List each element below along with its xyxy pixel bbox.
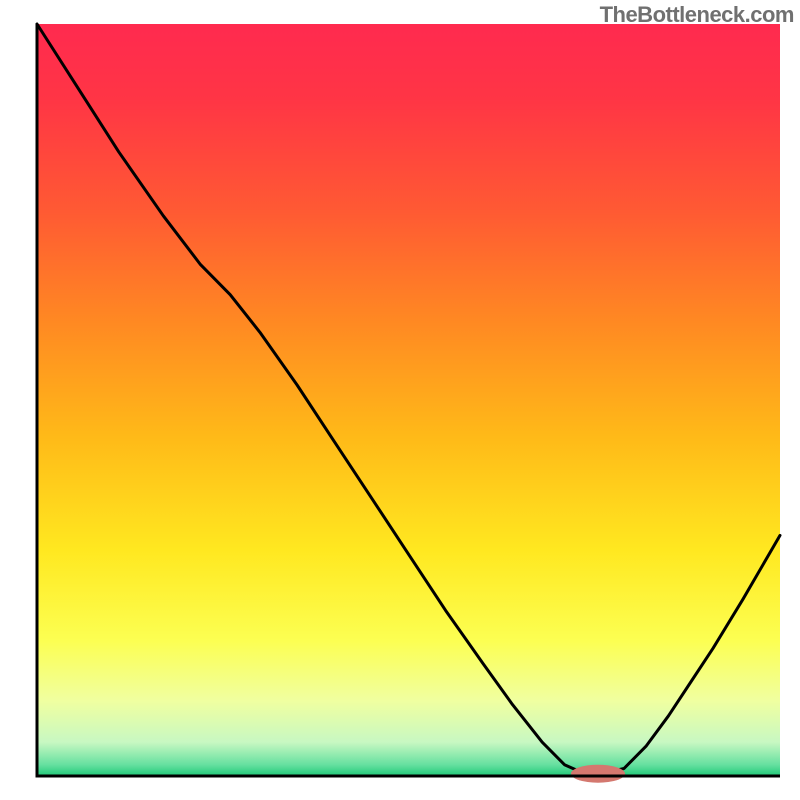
bottleneck-chart bbox=[0, 0, 800, 800]
plot-background bbox=[37, 24, 780, 776]
optimum-marker bbox=[571, 765, 625, 783]
chart-stage: TheBottleneck.com bbox=[0, 0, 800, 800]
watermark-text: TheBottleneck.com bbox=[600, 2, 794, 28]
